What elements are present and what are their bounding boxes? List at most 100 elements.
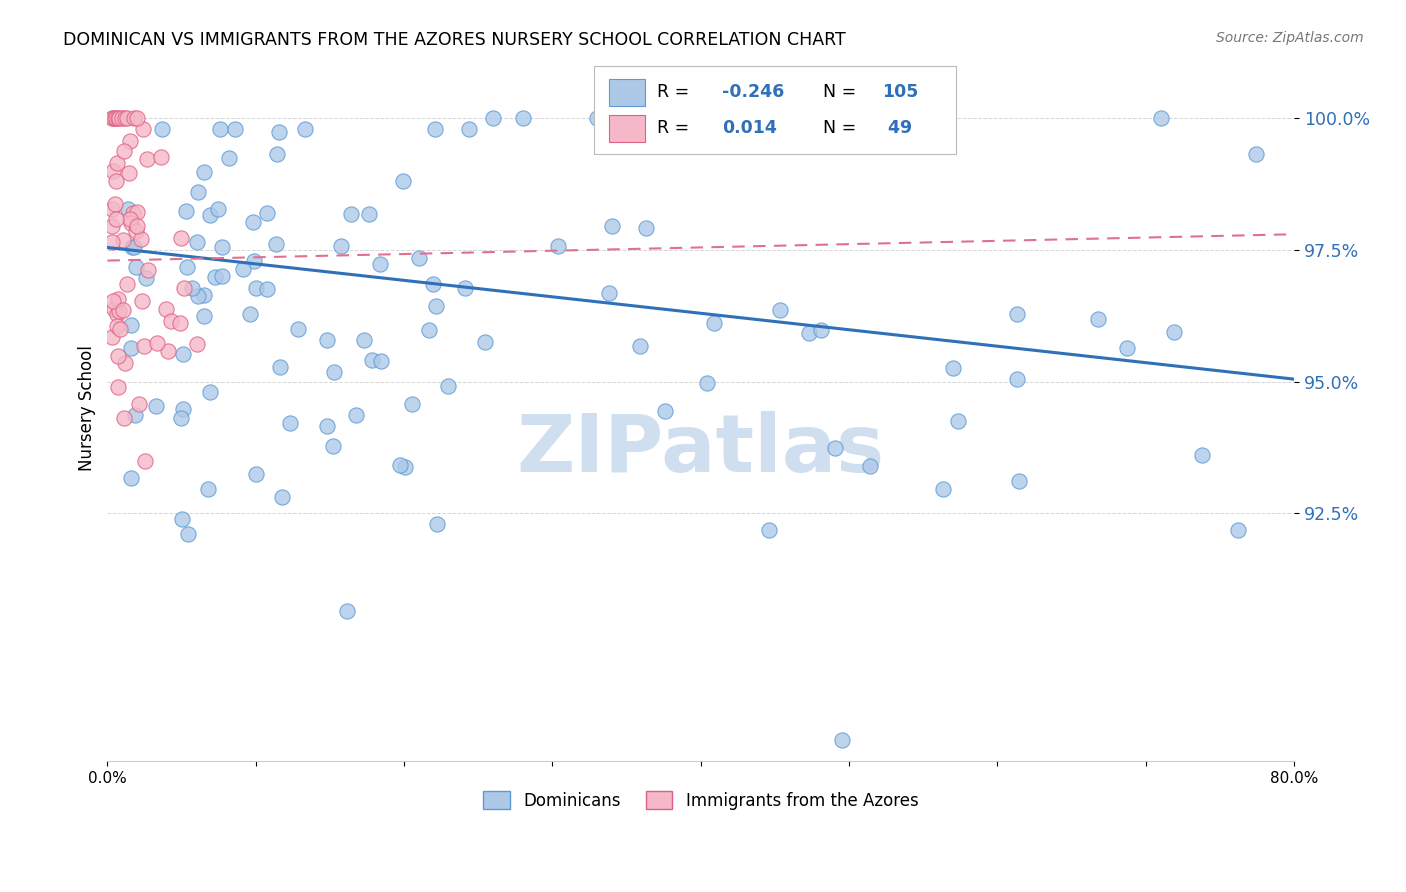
Point — [105, 112, 128, 126]
Point — [232, 262, 254, 277]
Point — [267, 126, 290, 140]
Point — [111, 112, 134, 126]
FancyBboxPatch shape — [593, 66, 956, 154]
Point — [172, 347, 194, 361]
Point — [425, 300, 447, 314]
Point — [124, 408, 146, 422]
Point — [173, 281, 195, 295]
Point — [170, 512, 193, 526]
Point — [170, 231, 193, 245]
Point — [392, 174, 415, 188]
Point — [315, 419, 337, 434]
Point — [120, 134, 142, 148]
Point — [118, 211, 141, 226]
Point — [799, 326, 821, 340]
Point — [654, 403, 676, 417]
Text: 105: 105 — [883, 83, 918, 101]
Point — [180, 281, 202, 295]
Point — [174, 203, 197, 218]
Point — [1191, 448, 1213, 462]
Point — [177, 527, 200, 541]
Point — [157, 344, 180, 359]
Point — [110, 321, 132, 335]
Point — [169, 411, 191, 425]
Point — [152, 122, 174, 136]
Point — [636, 221, 658, 235]
Point — [368, 257, 391, 271]
Point — [136, 263, 159, 277]
Point — [134, 454, 156, 468]
Point — [122, 112, 145, 126]
Point — [336, 604, 359, 618]
Point — [125, 112, 148, 126]
Text: ZIPatlas: ZIPatlas — [516, 411, 884, 490]
Point — [207, 202, 229, 216]
Point — [269, 359, 291, 374]
Point — [322, 439, 344, 453]
Point — [114, 112, 136, 126]
Point — [388, 458, 411, 472]
Point — [101, 163, 124, 178]
Point — [454, 281, 477, 295]
Point — [187, 289, 209, 303]
Point — [482, 112, 505, 126]
Text: R =: R = — [657, 83, 695, 101]
Point — [245, 467, 267, 482]
Point — [101, 112, 124, 126]
Point — [547, 239, 569, 253]
Text: 49: 49 — [883, 119, 912, 136]
Point — [101, 219, 124, 233]
Point — [176, 260, 198, 274]
Point — [115, 112, 138, 126]
Point — [198, 384, 221, 399]
Point — [104, 174, 127, 188]
Point — [769, 303, 792, 318]
Point — [256, 206, 278, 220]
Point — [108, 112, 131, 126]
Point — [131, 293, 153, 308]
Point — [330, 239, 353, 253]
Point — [1008, 474, 1031, 488]
Point — [118, 166, 141, 180]
Point — [688, 122, 710, 136]
Point — [696, 376, 718, 391]
Point — [931, 483, 953, 497]
Point — [294, 122, 316, 136]
Point — [103, 301, 125, 316]
Point — [316, 333, 339, 347]
Point — [353, 333, 375, 347]
Point — [218, 151, 240, 165]
Point — [135, 152, 157, 166]
Point — [941, 361, 963, 376]
Point — [1244, 147, 1267, 161]
Point — [598, 286, 620, 301]
Point — [422, 277, 444, 292]
Point — [198, 208, 221, 222]
Point — [197, 483, 219, 497]
Point — [394, 460, 416, 475]
Point — [703, 316, 725, 330]
Point — [1163, 325, 1185, 339]
Point — [831, 733, 853, 747]
Point — [600, 112, 623, 126]
Point — [112, 145, 135, 159]
Point — [107, 349, 129, 363]
Point — [120, 341, 142, 355]
Point — [245, 281, 267, 295]
Point — [211, 269, 233, 284]
Point — [125, 224, 148, 238]
Point — [114, 356, 136, 370]
Point — [859, 458, 882, 473]
Text: N =: N = — [823, 83, 862, 101]
Point — [146, 335, 169, 350]
Point — [211, 240, 233, 254]
Point — [132, 122, 155, 136]
Point — [129, 231, 152, 245]
Point — [105, 211, 128, 226]
Point — [125, 219, 148, 233]
Point — [271, 490, 294, 504]
Point — [193, 288, 215, 302]
Point — [107, 112, 129, 126]
Point — [357, 207, 380, 221]
Point — [155, 301, 177, 316]
